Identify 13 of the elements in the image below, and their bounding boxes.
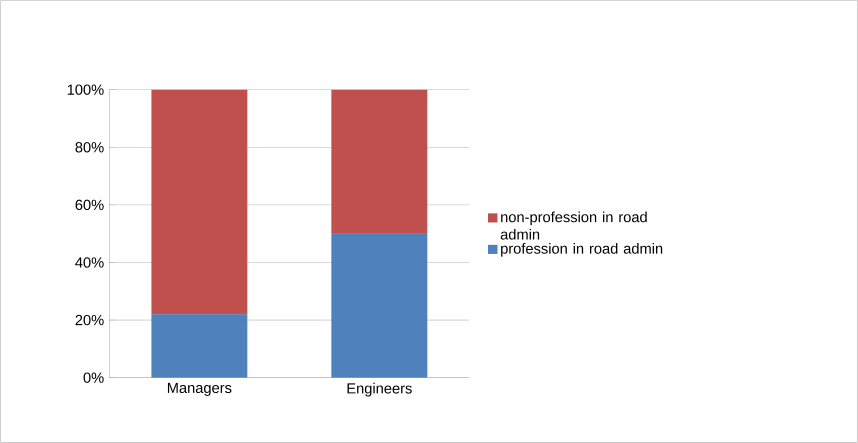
- x-tick-label: Engineers: [348, 382, 412, 396]
- y-tick-label: 20%: [76, 314, 104, 326]
- x-tick-label: Managers: [168, 382, 232, 396]
- bar: [331, 234, 428, 378]
- y-tick-label: 80%: [75, 142, 104, 152]
- y-tick-label: 40%: [75, 257, 104, 268]
- bar: [151, 314, 248, 378]
- y-tick-label: 100%: [68, 84, 104, 95]
- bar: [151, 90, 248, 314]
- bar: [331, 90, 428, 234]
- y-tick-label: 60%: [76, 200, 104, 210]
- legend-label: profession in road admin: [501, 242, 662, 257]
- y-tick-label: 0%: [84, 372, 104, 383]
